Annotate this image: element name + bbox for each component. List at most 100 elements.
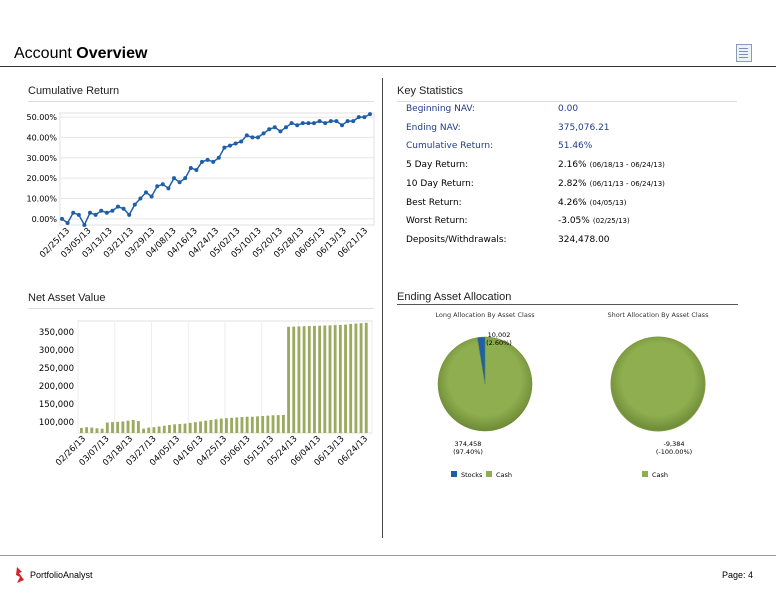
cumulative-return-title: Cumulative Return (28, 85, 120, 97)
data-point (183, 176, 188, 181)
key-statistic-label: Deposits/Withdrawals: (406, 234, 507, 245)
nav-bar (168, 425, 171, 433)
net-asset-value-title: Net Asset Value (28, 292, 106, 304)
nav-bar (183, 423, 187, 433)
nav-bar (338, 324, 342, 433)
nav-bar (364, 322, 368, 433)
nav-bar (188, 422, 192, 433)
data-point (160, 182, 165, 187)
data-point (205, 157, 210, 162)
pie-value-label: -9,384 (664, 440, 685, 448)
data-point (71, 210, 76, 215)
nav-bar (178, 423, 182, 433)
key-statistic-row: Best Return: 4.26% (04/05/13) (406, 198, 736, 212)
data-point (121, 206, 126, 211)
nav-bar (235, 417, 239, 433)
nav-bar (344, 324, 347, 433)
document-icon[interactable] (736, 44, 752, 62)
cumulative-return-chart: 0.00%10.00%20.00%30.00%40.00%50.00%02/25… (26, 112, 375, 260)
nav-bar (90, 427, 94, 433)
y-tick-label: 10.00% (26, 195, 57, 204)
key-statistic-range: (06/11/13 - 06/24/13) (589, 179, 665, 188)
data-point (289, 121, 294, 126)
header-divider (0, 66, 776, 67)
nav-bar (152, 427, 156, 433)
y-tick-label: 150,000 (39, 400, 74, 410)
nav-bar (100, 428, 104, 433)
data-point (166, 186, 171, 191)
nav-bar (333, 325, 337, 433)
pie-percent-label: (-100.00%) (656, 448, 692, 456)
data-point (368, 112, 372, 117)
nav-bar (245, 416, 249, 433)
data-point (144, 190, 148, 195)
legend-swatch (486, 471, 492, 477)
data-point (188, 165, 193, 170)
key-statistic-label: Cumulative Return: (406, 141, 494, 152)
nav-bar (359, 323, 363, 433)
pie-slice (610, 336, 706, 432)
data-point (211, 159, 216, 164)
key-statistic-label: Ending NAV: (406, 122, 461, 133)
data-point (351, 119, 356, 124)
data-point (82, 223, 87, 227)
key-statistic-row: 10 Day Return: 2.82% (06/11/13 - 06/24/13) (406, 179, 736, 193)
key-statistic-label: Beginning NAV: (406, 104, 475, 114)
key-statistic-range: (04/05/13) (589, 198, 627, 207)
nav-bar (261, 416, 265, 433)
nav-bar (126, 420, 130, 433)
data-point (172, 176, 176, 181)
nav-bar (297, 326, 301, 433)
nav-bar (142, 428, 145, 433)
legend-label: Cash (652, 471, 668, 479)
data-point (295, 123, 300, 128)
pie-slice (477, 336, 486, 385)
data-point (272, 125, 277, 130)
data-point (284, 125, 288, 130)
key-statistic-value: 324,478.00 (558, 234, 610, 245)
y-tick-label: 350,000 (39, 328, 74, 338)
y-tick-label: 40.00% (26, 133, 57, 142)
data-point (250, 135, 255, 140)
key-statistic-row: Ending NAV: 375,076.21 (406, 123, 736, 137)
y-tick-label: 250,000 (39, 364, 74, 374)
plot-area (59, 112, 375, 226)
pie-title: Long Allocation By Asset Class (435, 311, 535, 319)
key-statistic-row: Beginning NAV: 0.00 (406, 104, 736, 118)
nav-bar (225, 418, 228, 433)
key-statistic-value: -3.05% (02/25/13) (558, 216, 630, 227)
nav-bar (105, 422, 109, 433)
y-tick-label: 50.00% (26, 113, 57, 122)
footer-brand: PortfolioAnalyst (30, 570, 93, 580)
legend-label: Stocks (461, 471, 483, 479)
title-plain: Account (14, 45, 72, 62)
data-point (104, 210, 109, 215)
nav-bar (328, 325, 332, 433)
y-tick-label: 30.00% (26, 154, 57, 163)
data-point (362, 115, 367, 120)
data-point (345, 119, 350, 124)
key-statistic-row: 5 Day Return: 2.16% (06/18/13 - 06/24/13) (406, 160, 736, 174)
y-tick-label: 100,000 (39, 418, 74, 428)
data-point (194, 168, 199, 173)
nav-bar (219, 418, 223, 433)
nav-bar (80, 427, 83, 433)
data-point (278, 129, 283, 134)
nav-bar (199, 421, 202, 433)
footer-divider (0, 555, 776, 556)
data-point (200, 159, 204, 164)
key-statistics-rule (397, 101, 737, 102)
data-point (88, 210, 92, 215)
data-point (93, 212, 98, 217)
nav-bar (162, 425, 166, 433)
data-point (328, 119, 333, 124)
net-asset-value-rule (28, 308, 374, 309)
data-point (239, 139, 244, 144)
ending-asset-allocation-rule (397, 304, 738, 305)
data-point (312, 121, 316, 126)
legend-swatch (642, 471, 648, 477)
allocation-charts: Long Allocation By Asset Class 10,002(2.6… (435, 311, 709, 479)
nav-bar (302, 326, 306, 433)
legend-label: Cash (496, 471, 512, 479)
nav-bar (318, 325, 322, 433)
